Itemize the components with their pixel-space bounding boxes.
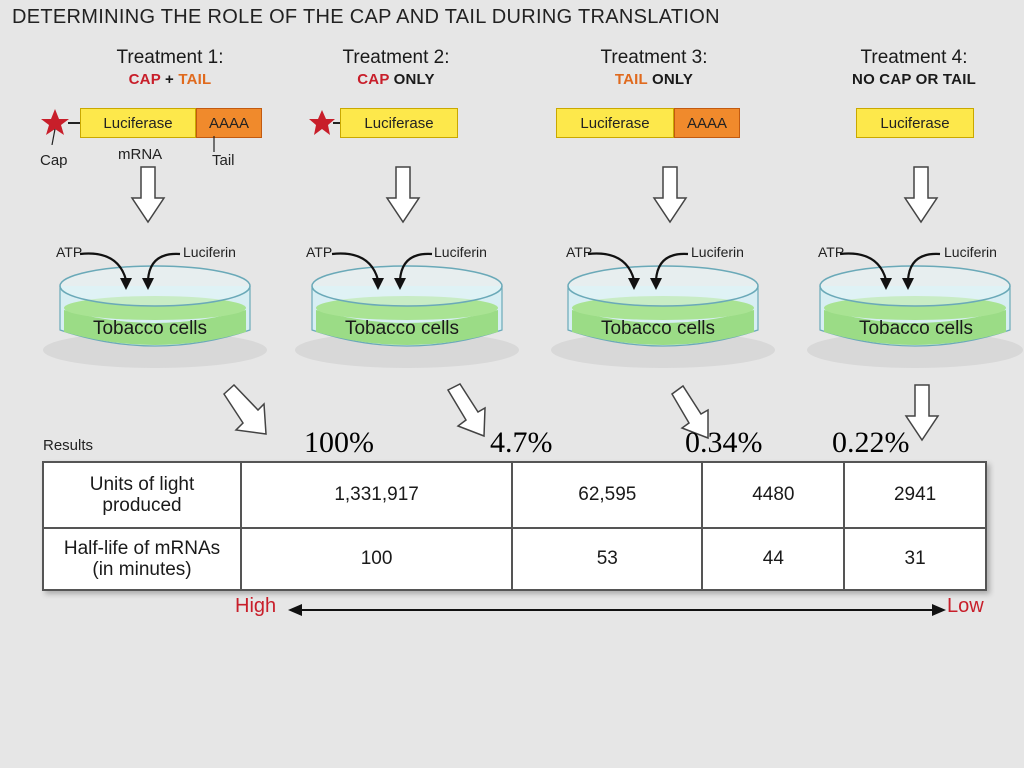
atp-label: ATP [56,244,83,260]
diagonal-arrow-icon [446,383,486,438]
luciferase-segment: Luciferase [80,108,196,138]
treatment-4-title: Treatment 4: [860,47,968,68]
mrna-label: mRNA [118,146,163,163]
cap-word: CAP [128,71,161,88]
double-arrow-icon [288,604,946,616]
luciferin-label: Luciferin [944,244,997,260]
table-row: Units of light produced 1,331,917 62,595… [42,461,987,529]
tail-pointer-line [213,136,215,152]
luciferase-segment: Luciferase [556,108,674,138]
treatment-3-title: Treatment 3: [600,47,708,68]
tail-word: TAIL [178,71,212,88]
tail-label: Tail [212,152,235,169]
scale-high-label: High [235,595,277,617]
petri-dish-graphic [295,252,519,368]
scale-low-label: Low [947,595,984,617]
treatment-1-header: Treatment 1: CAP + TAIL [60,46,280,90]
cap-star-icon [309,110,344,135]
petri-dish-graphic [807,252,1023,368]
results-label: Results [43,437,94,454]
table-cell: 1,331,917 [239,461,514,529]
down-arrow-icon [903,166,939,224]
luciferase-segment: Luciferase [340,108,458,138]
table-cell: 2941 [843,461,987,529]
diagonal-arrow-icon [671,384,709,440]
table-cell: 62,595 [511,461,704,529]
petri-dish-graphic [43,252,267,368]
percentage-treatment-2: 4.7% [490,426,553,459]
row-header-line: produced [102,495,182,516]
down-arrow-icon [904,384,940,442]
poly-a-tail-segment: AAAA [674,108,740,138]
tobacco-cells-label: Tobacco cells [344,318,460,339]
plus-sign: + [160,71,179,88]
luciferin-label: Luciferin [434,244,487,260]
tail-word: TAIL [614,71,648,88]
diagonal-arrow-icon [223,384,267,435]
poly-a-tail-segment: AAAA [196,108,262,138]
table-cell: 100 [239,527,514,591]
cap-word: CAP [357,71,390,88]
treatment-3-subtitle: TAIL ONLY [544,70,764,90]
tobacco-cells-label: Tobacco cells [858,318,974,339]
luciferin-label: Luciferin [691,244,744,260]
row-header-line: Half-life of mRNAs [63,538,221,559]
treatment-4-header: Treatment 4: NO CAP OR TAIL [804,46,1024,90]
row-header: Units of light produced [42,461,242,529]
cap-label: Cap [40,152,68,169]
only-word: ONLY [389,71,435,88]
table-cell: 53 [511,527,704,591]
treatment-1-title: Treatment 1: [116,47,224,68]
table-cell: 4480 [701,461,846,529]
table-cell: 44 [701,527,846,591]
luciferin-label: Luciferin [183,244,236,260]
luciferase-segment: Luciferase [856,108,974,138]
row-header: Half-life of mRNAs (in minutes) [42,527,242,591]
down-arrow-icon [385,166,421,224]
down-arrow-icon [652,166,688,224]
atp-label: ATP [818,244,845,260]
petri-dish-graphic [551,252,775,368]
page-title: DETERMINING THE ROLE OF THE CAP AND TAIL… [12,6,720,28]
treatment-3-header: Treatment 3: TAIL ONLY [544,46,764,90]
treatment-4-subtitle: NO CAP OR TAIL [852,71,976,88]
treatment-2-header: Treatment 2: CAP ONLY [286,46,506,90]
treatment-2-subtitle: CAP ONLY [286,70,506,90]
results-table: Units of light produced 1,331,917 62,595… [42,461,987,591]
row-header-line: Units of light [89,474,195,495]
tobacco-cells-label: Tobacco cells [92,318,208,339]
percentage-treatment-3: 0.34% [685,426,763,459]
table-cell: 31 [843,527,987,591]
atp-label: ATP [566,244,593,260]
table-row: Half-life of mRNAs (in minutes) 100 53 4… [42,527,987,591]
down-arrow-icon [130,166,166,224]
row-header-line: (in minutes) [92,559,192,580]
tobacco-cells-label: Tobacco cells [600,318,716,339]
percentage-treatment-1: 100% [304,426,374,459]
percentage-treatment-4: 0.22% [832,426,910,459]
treatment-2-title: Treatment 2: [342,47,450,68]
treatment-1-subtitle: CAP + TAIL [60,70,280,90]
only-word: ONLY [647,71,694,88]
atp-label: ATP [306,244,333,260]
